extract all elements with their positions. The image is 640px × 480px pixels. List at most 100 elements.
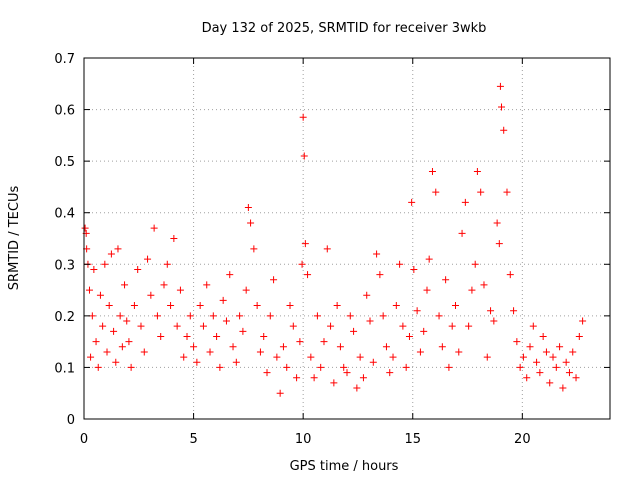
data-point xyxy=(183,332,191,340)
data-point xyxy=(392,302,400,310)
data-point xyxy=(366,317,374,325)
y-tick-label: 0.7 xyxy=(54,52,75,67)
data-point xyxy=(222,317,230,325)
data-point xyxy=(546,379,554,387)
data-point xyxy=(552,363,560,371)
data-point xyxy=(279,343,287,351)
data-point xyxy=(298,260,306,268)
data-point xyxy=(510,307,518,315)
data-point xyxy=(125,338,133,346)
data-point xyxy=(565,369,573,377)
data-point xyxy=(317,363,325,371)
data-point xyxy=(244,204,252,212)
data-point xyxy=(123,317,131,325)
y-tick-label: 0.2 xyxy=(54,310,75,325)
data-point xyxy=(90,265,98,273)
data-point xyxy=(480,281,488,289)
data-point xyxy=(465,322,473,330)
data-point xyxy=(163,260,171,268)
data-point xyxy=(213,332,221,340)
data-point xyxy=(270,276,278,284)
data-point xyxy=(500,126,508,134)
data-point xyxy=(425,255,433,263)
data-point xyxy=(423,286,431,294)
data-point xyxy=(96,291,104,299)
data-point xyxy=(299,113,307,121)
data-point xyxy=(473,167,481,175)
data-point xyxy=(529,322,537,330)
data-point xyxy=(356,353,364,361)
data-point xyxy=(103,348,111,356)
data-point xyxy=(493,219,501,227)
data-point xyxy=(487,307,495,315)
data-point xyxy=(134,265,142,273)
data-point xyxy=(562,358,570,366)
data-point xyxy=(105,302,113,310)
data-point xyxy=(516,363,524,371)
data-point xyxy=(359,374,367,382)
data-point xyxy=(402,363,410,371)
data-point xyxy=(137,322,145,330)
x-tick-label: 10 xyxy=(295,432,312,447)
data-point xyxy=(340,363,348,371)
data-point xyxy=(140,348,148,356)
data-point xyxy=(519,353,527,361)
data-point xyxy=(107,250,115,258)
data-point xyxy=(483,353,491,361)
y-tick-label: 0.1 xyxy=(54,361,75,376)
data-point xyxy=(458,229,466,237)
data-point xyxy=(382,343,390,351)
data-point xyxy=(160,281,168,289)
data-point xyxy=(173,322,181,330)
data-point xyxy=(435,312,443,320)
data-point xyxy=(256,348,264,356)
data-point xyxy=(147,291,155,299)
data-point xyxy=(526,343,534,351)
data-point xyxy=(196,302,204,310)
data-point xyxy=(428,167,436,175)
data-point xyxy=(300,152,308,160)
data-point xyxy=(327,322,335,330)
data-point xyxy=(353,384,361,392)
data-point xyxy=(242,286,250,294)
data-point xyxy=(112,358,120,366)
data-point xyxy=(320,338,328,346)
data-point xyxy=(92,338,100,346)
grid-layer xyxy=(84,58,610,419)
data-point xyxy=(94,363,102,371)
data-point xyxy=(203,281,211,289)
data-point xyxy=(81,224,89,232)
data-point xyxy=(260,332,268,340)
data-point xyxy=(310,374,318,382)
data-point xyxy=(416,348,424,356)
data-point xyxy=(373,250,381,258)
data-point xyxy=(121,281,129,289)
data-point xyxy=(420,327,428,335)
data-point xyxy=(116,312,124,320)
data-point xyxy=(130,302,138,310)
data-point xyxy=(85,286,93,294)
data-point xyxy=(118,343,126,351)
data-point xyxy=(572,374,580,382)
chart-title: Day 132 of 2025, SRMTID for receiver 3wk… xyxy=(202,21,487,36)
data-point xyxy=(114,245,122,253)
data-point xyxy=(495,240,503,248)
data-point xyxy=(556,343,564,351)
data-point xyxy=(150,224,158,232)
data-point xyxy=(276,389,284,397)
data-point xyxy=(396,260,404,268)
data-point xyxy=(386,369,394,377)
data-point xyxy=(379,312,387,320)
data-point xyxy=(346,312,354,320)
data-point xyxy=(333,302,341,310)
data-point xyxy=(273,353,281,361)
data-point xyxy=(323,245,331,253)
data-point xyxy=(289,322,297,330)
data-point xyxy=(413,307,421,315)
data-point xyxy=(579,317,587,325)
data-point xyxy=(301,240,309,248)
data-point xyxy=(283,363,291,371)
data-point xyxy=(498,103,506,111)
data-point xyxy=(336,343,344,351)
